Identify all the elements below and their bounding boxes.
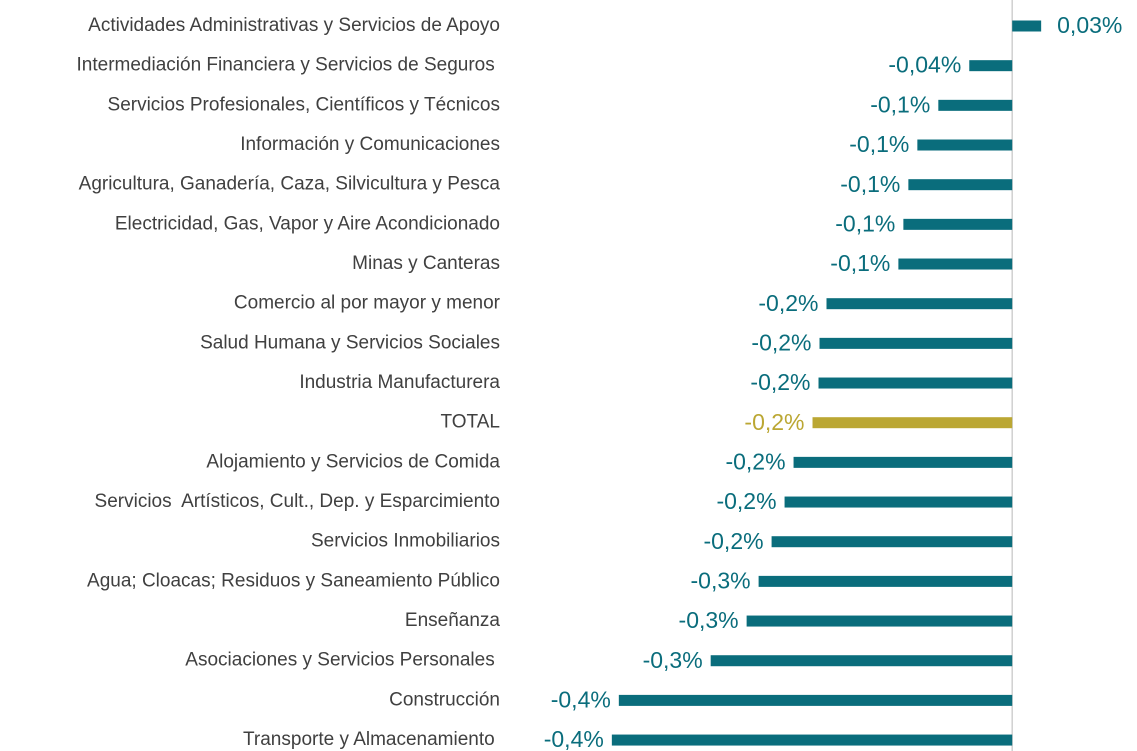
category-label: Industria Manufacturera — [299, 372, 500, 393]
category-label: Minas y Canteras — [352, 253, 500, 274]
bar — [819, 337, 1013, 349]
bar — [771, 536, 1013, 548]
value-label: -0,1% — [840, 171, 900, 197]
bar — [793, 456, 1013, 468]
bar — [818, 377, 1013, 389]
bar — [746, 615, 1013, 627]
category-label: Enseñanza — [405, 610, 501, 631]
category-label: Servicios Artísticos, Cult., Dep. y Espa… — [95, 491, 500, 512]
category-label: Actividades Administrativas y Servicios … — [88, 15, 500, 36]
bar — [917, 139, 1013, 151]
bar — [611, 734, 1013, 746]
category-label: Salud Humana y Servicios Sociales — [200, 332, 500, 353]
value-label: -0,3% — [691, 567, 751, 593]
value-label: -0,2% — [750, 369, 810, 395]
value-label: -0,2% — [716, 488, 776, 514]
value-label: -0,1% — [835, 210, 895, 236]
category-label: Agricultura, Ganadería, Caza, Silvicultu… — [79, 174, 501, 195]
bar — [826, 298, 1013, 310]
bar — [784, 496, 1013, 508]
category-label: Servicios Profesionales, Científicos y T… — [108, 94, 500, 115]
bar — [710, 655, 1013, 667]
value-label: -0,2% — [725, 448, 785, 474]
bar — [812, 417, 1013, 429]
bar — [938, 99, 1013, 111]
category-label: Alojamiento y Servicios de Comida — [206, 451, 500, 472]
category-label: Servicios Inmobiliarios — [311, 531, 500, 552]
category-label: Construcción — [389, 689, 500, 710]
value-label: -0,3% — [643, 647, 703, 673]
value-label: 0,03% — [1057, 12, 1122, 38]
value-label: -0,4% — [551, 686, 611, 712]
value-label: -0,2% — [703, 528, 763, 554]
category-label: TOTAL — [441, 412, 500, 433]
value-label: -0,1% — [849, 131, 909, 157]
value-label: -0,04% — [888, 52, 961, 78]
bar — [969, 60, 1013, 72]
value-label: -0,3% — [679, 607, 739, 633]
bar — [903, 218, 1013, 230]
value-label: -0,1% — [830, 250, 890, 276]
category-label: Intermediación Financiera y Servicios de… — [77, 55, 500, 76]
value-label: -0,2% — [758, 290, 818, 316]
category-label: Comercio al por mayor y menor — [234, 293, 501, 314]
category-label: Electricidad, Gas, Vapor y Aire Acondici… — [115, 213, 500, 234]
bar — [898, 258, 1013, 270]
category-label: Información y Comunicaciones — [240, 134, 500, 155]
category-label: Transporte y Almacenamiento — [243, 729, 500, 750]
bar — [618, 694, 1013, 706]
value-label: -0,2% — [751, 329, 811, 355]
category-label: Agua; Cloacas; Residuos y Saneamiento Pú… — [87, 570, 500, 591]
value-label: -0,1% — [870, 91, 930, 117]
value-label: -0,2% — [744, 409, 804, 435]
bar — [908, 179, 1013, 191]
value-label: -0,4% — [544, 726, 604, 751]
bar — [758, 575, 1013, 587]
bar — [1012, 20, 1042, 32]
category-label: Asociaciones y Servicios Personales — [185, 650, 500, 671]
